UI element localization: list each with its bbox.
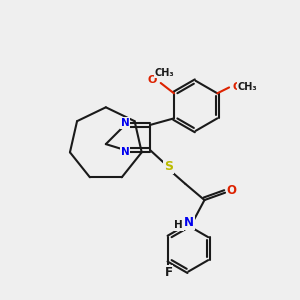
Text: O: O bbox=[148, 75, 157, 85]
Text: S: S bbox=[164, 160, 173, 173]
Text: O: O bbox=[232, 82, 242, 92]
Text: CH₃: CH₃ bbox=[238, 82, 257, 92]
Text: O: O bbox=[226, 184, 237, 197]
Text: N: N bbox=[184, 216, 194, 229]
Text: F: F bbox=[164, 266, 172, 279]
Text: CH₃: CH₃ bbox=[154, 68, 174, 78]
Text: N: N bbox=[121, 147, 129, 157]
Text: H: H bbox=[175, 220, 183, 230]
Text: N: N bbox=[121, 118, 129, 128]
